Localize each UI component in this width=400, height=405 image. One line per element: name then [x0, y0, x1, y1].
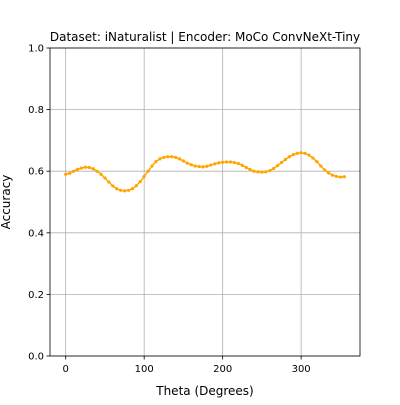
data-point: [338, 175, 342, 179]
data-point: [87, 165, 91, 170]
y-tick-label: 0.0: [28, 352, 44, 363]
plot-area: [50, 48, 360, 356]
data-point: [236, 161, 240, 166]
x-axis-label: Theta (Degrees): [155, 384, 253, 398]
data-point: [162, 155, 166, 159]
data-point: [315, 160, 319, 164]
data-point: [170, 155, 174, 159]
data-point: [209, 163, 213, 167]
y-tick-label: 0.4: [28, 228, 44, 239]
data-point: [158, 157, 162, 161]
data-point: [119, 188, 123, 192]
data-point: [205, 164, 209, 168]
data-point: [138, 180, 142, 184]
data-point: [177, 157, 182, 161]
data-point: [240, 163, 244, 167]
data-point: [71, 169, 76, 173]
data-point: [244, 165, 248, 170]
data-point: [213, 162, 217, 166]
data-point: [166, 155, 170, 159]
data-point: [264, 170, 268, 174]
axis-ticks: 0 100 200 300 0.0 0.2 0.4 0.6 0.8 1.0: [28, 44, 311, 376]
data-point: [185, 161, 189, 165]
data-point: [307, 153, 311, 157]
data-point: [283, 157, 288, 162]
data-point: [248, 168, 252, 172]
data-point: [75, 167, 80, 171]
data-point: [327, 171, 331, 175]
data-point: [221, 160, 225, 164]
data-point: [319, 164, 323, 168]
data-point: [334, 174, 339, 179]
data-point: [342, 175, 346, 179]
data-point: [154, 160, 158, 164]
y-axis-label: Accuracy: [0, 175, 13, 230]
data-point: [91, 167, 95, 171]
data-point: [181, 159, 186, 163]
y-tick-label: 1.0: [28, 44, 44, 55]
data-point: [232, 160, 237, 165]
data-point: [142, 174, 146, 179]
y-tick-label: 0.8: [28, 105, 44, 116]
data-point: [173, 155, 178, 159]
data-point: [323, 168, 327, 172]
data-point: [311, 156, 315, 160]
y-tick-label: 0.2: [28, 290, 44, 301]
data-point: [130, 187, 135, 191]
x-tick-label: 100: [135, 364, 154, 375]
data-point: [228, 160, 233, 164]
data-point: [224, 160, 229, 164]
data-point: [295, 151, 299, 155]
data-point: [275, 164, 280, 168]
chart-title: Dataset: iNaturalist | Encoder: MoCo Con…: [50, 30, 360, 44]
data-point: [330, 173, 335, 177]
data-point: [126, 188, 131, 192]
data-point: [95, 169, 99, 173]
data-point: [146, 169, 150, 173]
data-point: [193, 164, 197, 168]
data-point: [99, 172, 103, 176]
data-point: [107, 180, 111, 184]
data-point: [103, 176, 107, 180]
y-tick-label: 0.6: [28, 167, 44, 178]
data-point: [279, 160, 284, 165]
data-point: [134, 184, 138, 188]
plot-frame: [49, 47, 361, 357]
data-point: [115, 187, 119, 191]
data-point: [217, 161, 221, 165]
data-point: [79, 166, 83, 170]
data-point: [83, 165, 87, 169]
data-point: [291, 152, 295, 157]
series-layer: [64, 151, 346, 193]
data-point: [111, 184, 115, 188]
data-point: [197, 164, 201, 169]
x-tick-label: 300: [292, 364, 311, 375]
data-point: [299, 151, 303, 155]
data-point: [303, 151, 307, 155]
data-point: [272, 166, 276, 171]
data-point: [189, 163, 193, 167]
data-point: [256, 170, 260, 174]
data-point: [252, 169, 256, 173]
data-point: [68, 171, 72, 175]
data-point: [287, 155, 291, 159]
data-point: [268, 168, 272, 173]
x-tick-label: 200: [213, 364, 232, 375]
data-point: [122, 189, 127, 193]
data-point: [260, 170, 264, 174]
data-point: [150, 164, 154, 168]
data-point: [201, 165, 205, 169]
data-point: [64, 172, 68, 176]
x-tick-label: 0: [63, 364, 69, 375]
